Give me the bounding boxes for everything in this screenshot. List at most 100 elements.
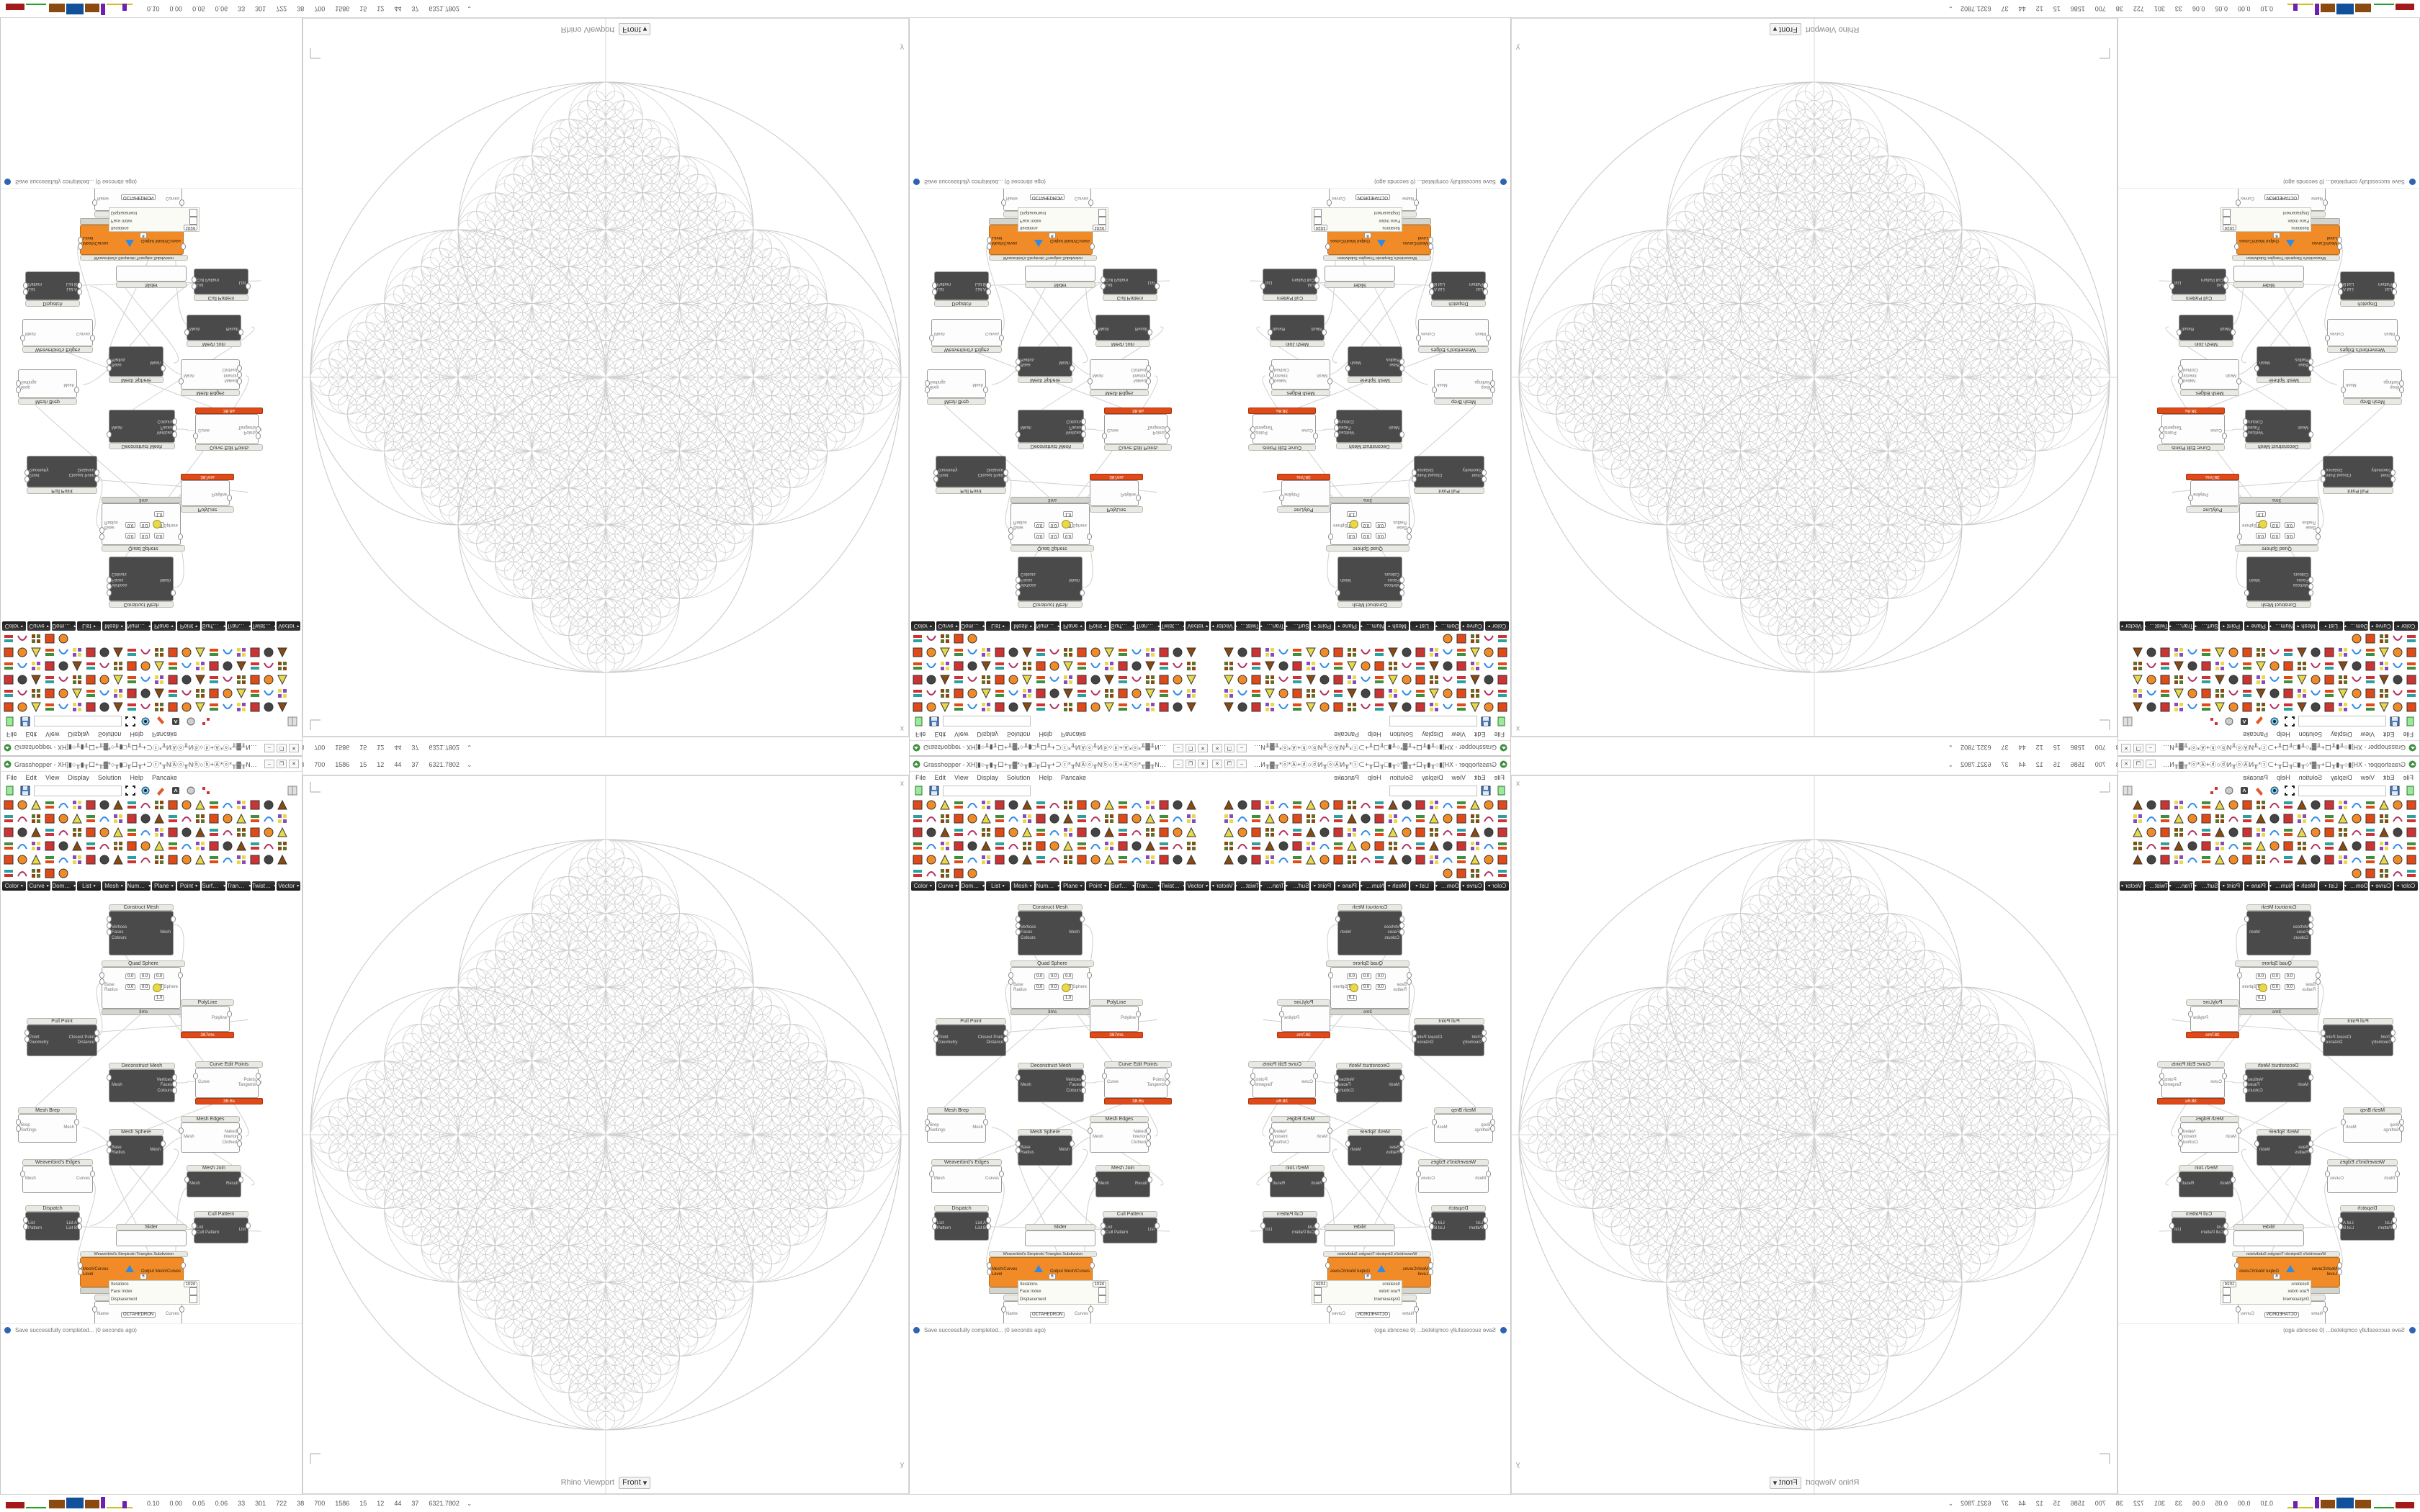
chevron-down-icon[interactable]: ▾ (73, 884, 76, 888)
node-input-port[interactable]: Radius (1393, 520, 1407, 524)
tab-surface[interactable]: Surface ▾ (1285, 621, 1309, 631)
node-body[interactable]: List Cull Pattern List (2169, 269, 2228, 294)
chevron-down-icon[interactable]: ▾ (2297, 884, 2300, 888)
node-body[interactable]: Point Geometry Closest Point Distance (2321, 456, 2396, 487)
chevron-down-icon[interactable]: ▾ (2246, 624, 2249, 628)
maximize-button[interactable]: ❐ (277, 744, 287, 752)
gh-node-polyline[interactable]: PolyLine Polyline 387ms (181, 999, 234, 1038)
chevron-down-icon[interactable]: ▾ (1337, 884, 1340, 888)
tab-vector[interactable]: Vector ▾ (2119, 881, 2143, 891)
component-icon[interactable] (2200, 660, 2213, 672)
gh-node-number-slider[interactable]: Slider (1025, 266, 1095, 288)
component-icon[interactable] (1469, 853, 1482, 866)
component-icon[interactable] (1414, 812, 1427, 825)
node-input-port[interactable]: Colours (1021, 935, 1036, 940)
param-value[interactable]: 1024 (183, 225, 197, 230)
component-icon[interactable] (1116, 701, 1129, 714)
node-output-port[interactable]: Interior (1274, 372, 1288, 377)
node-input-port[interactable]: List (2385, 287, 2392, 292)
component-icon[interactable] (1034, 826, 1047, 839)
port-nib[interactable] (90, 1171, 95, 1177)
component-icon[interactable] (2336, 701, 2349, 714)
component-icon[interactable] (2159, 812, 2172, 825)
tab-domain[interactable]: Domain ▾ (2344, 881, 2368, 891)
gh-node-pull-point[interactable]: Pull Point Point Geometry Closest Point Dist… (1412, 456, 1487, 494)
chevron-down-icon[interactable]: ▾ (1388, 884, 1391, 888)
param-toggle[interactable] (1314, 1295, 1322, 1303)
component-icon[interactable] (2350, 826, 2363, 839)
component-icon[interactable] (2, 840, 15, 852)
component-icon[interactable] (1007, 660, 1020, 672)
component-icon[interactable] (1345, 798, 1358, 811)
port-nib[interactable] (16, 1119, 21, 1125)
tab-point[interactable]: Point ▾ (2219, 881, 2244, 891)
component-icon[interactable] (1103, 840, 1116, 852)
component-icon[interactable] (2254, 853, 2267, 866)
chevron-down-icon[interactable]: ▾ (2269, 884, 2272, 888)
level-value[interactable]: 6 (2273, 232, 2280, 238)
node-input-port[interactable]: Colours (1384, 935, 1399, 940)
grasshopper-title-bar[interactable]: Grasshopper - XH]▮○╥▮╥口+╥▓*○╥▮□╥口╥+⊃ⓒ*╥N… (910, 740, 1210, 755)
minimize-button[interactable]: – (264, 744, 274, 752)
component-icon[interactable] (1332, 826, 1345, 839)
layout-icon[interactable] (286, 784, 299, 797)
component-icon[interactable] (1130, 840, 1143, 852)
menu-item-pancake[interactable]: Pancake (151, 774, 177, 781)
component-icon[interactable] (1428, 673, 1440, 686)
gh-node-quad-sphere[interactable]: Quad Sphere Base Radius Sphere 0.0 0.0 0.0 0.0 0… (1326, 960, 1412, 1015)
preview-icon[interactable] (184, 715, 197, 728)
chevron-down-icon[interactable]: ▾ (120, 884, 123, 888)
component-icon[interactable] (194, 701, 207, 714)
component-icon[interactable] (98, 826, 111, 839)
component-icon[interactable] (1441, 646, 1454, 659)
component-icon[interactable] (1386, 646, 1399, 659)
component-icon[interactable] (2213, 798, 2226, 811)
component-icon[interactable] (1482, 646, 1495, 659)
port-nib[interactable] (78, 1269, 83, 1275)
component-icon[interactable] (2172, 660, 2185, 672)
component-icon[interactable] (952, 701, 965, 714)
port-nib[interactable] (925, 1125, 930, 1132)
component-icon[interactable] (235, 646, 248, 659)
node-body[interactable]: Vertices Faces Colours Mesh (2244, 911, 2313, 955)
component-icon[interactable] (153, 812, 166, 825)
node-input-port[interactable]: Colours (2293, 572, 2308, 577)
node-output-port[interactable]: Colours (2248, 1088, 2263, 1093)
tab-mesh[interactable]: Mesh ▾ (2294, 881, 2318, 891)
tab-surface[interactable]: Surface ▾ (202, 881, 226, 891)
port-nib[interactable] (179, 1128, 184, 1134)
node-output-port[interactable]: Result (2182, 1182, 2195, 1187)
node-input-port[interactable]: Geometry (30, 467, 49, 472)
node-input-port[interactable]: Radius (1393, 988, 1407, 992)
node-output-port[interactable]: Curves (76, 330, 90, 336)
node-input-port[interactable]: Mesh (184, 372, 194, 377)
node-input-port[interactable]: Name (2311, 1312, 2323, 1317)
component-icon[interactable] (2405, 812, 2418, 825)
tab-color[interactable]: Color ▾ (2, 881, 26, 891)
node-output-port[interactable]: Curves (2241, 1312, 2255, 1317)
component-icon[interactable] (911, 840, 924, 852)
component-icon[interactable] (235, 826, 248, 839)
component-icon[interactable] (1103, 853, 1116, 866)
component-icon[interactable] (57, 867, 70, 880)
component-icon[interactable] (194, 812, 207, 825)
gh-node-cull-pattern[interactable]: Cull Pattern List Cull Pattern List (192, 269, 251, 301)
tab-plane[interactable]: Plane ▾ (1335, 621, 1359, 631)
component-icon[interactable] (1455, 812, 1468, 825)
component-icon[interactable] (1222, 812, 1235, 825)
gh-node-deconstruct-mesh[interactable]: Deconstruct Mesh Mesh Vertices Faces Colours (2243, 1063, 2313, 1102)
component-icon[interactable] (262, 826, 275, 839)
chevron-down-icon[interactable]: ▾ (929, 624, 932, 628)
component-icon[interactable] (1236, 798, 1249, 811)
tab-point[interactable]: Point ▾ (1085, 881, 1110, 891)
menu-item-view[interactable]: View (1451, 731, 1466, 738)
component-icon[interactable] (1400, 812, 1413, 825)
node-output-port[interactable]: Mesh (2346, 1125, 2357, 1130)
component-icon[interactable] (1400, 660, 1413, 672)
component-icon[interactable] (1222, 701, 1235, 714)
node-output-port[interactable]: Result (1273, 1182, 1286, 1187)
component-icon[interactable] (153, 853, 166, 866)
component-icon[interactable] (84, 826, 97, 839)
component-icon[interactable] (1318, 812, 1331, 825)
parameter-panel[interactable]: Iterations 1024 Face Index Displacement (2220, 1280, 2311, 1305)
